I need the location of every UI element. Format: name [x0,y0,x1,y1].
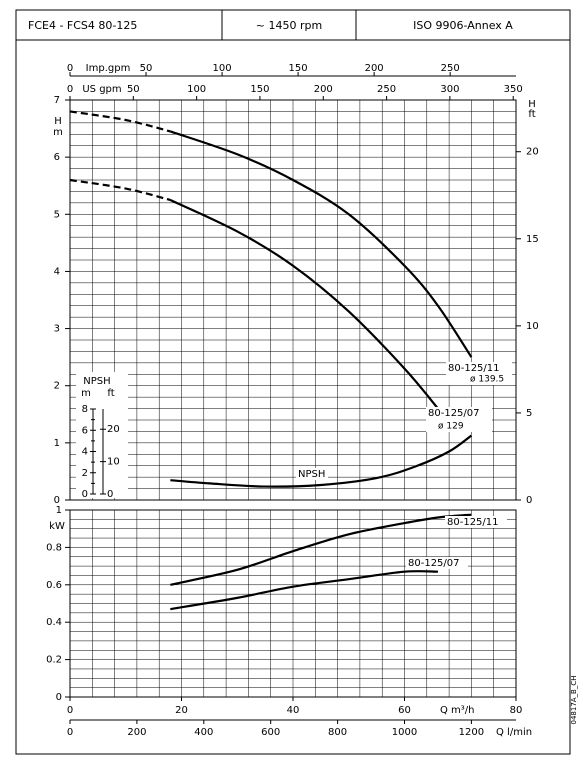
top-tick-label: 100 [213,63,232,74]
y2-axis-label: H [528,99,536,110]
y-axis-label: H [54,116,62,127]
label-bg [446,362,512,385]
npsh-inset-bg [76,372,128,498]
header-speed: ~ 1450 rpm [256,19,322,32]
curve [69,110,171,133]
npsh-ft-tick-label: 10 [107,457,120,468]
top-tick-label: 50 [127,84,140,95]
header-model: FCE4 - FCS4 80-125 [28,19,137,32]
npsh-unit: m [81,388,91,399]
x-tick-label: 60 [398,705,411,716]
top-tick-label: 50 [140,63,153,74]
npsh-ft-tick-label: 0 [107,489,113,500]
npsh-axis-label: NPSH [83,376,110,387]
top-tick-label: 300 [440,84,459,95]
y2-tick-label: 15 [526,234,539,245]
series-label: 80-125/11 [448,363,500,374]
x2-tick-label: 400 [194,727,213,738]
curve [170,570,438,611]
top-tick-label: 150 [289,63,308,74]
y-axis-unit: m [53,127,63,138]
curve [170,434,473,488]
curve [170,513,472,586]
npsh-tick-label: 4 [82,447,88,458]
top-tick-label: 250 [377,84,396,95]
curve [169,199,439,410]
plot-frame [69,99,517,501]
top-tick-label: 0 [67,84,73,95]
series-label: 80-125/07 [408,558,460,569]
y2-tick-label: 20 [526,147,539,158]
curve [69,178,171,202]
npsh-tick-label: 0 [82,489,88,500]
y-tick-label: 7 [54,95,60,106]
y-tick-label: 0.8 [46,542,62,553]
outer-frame [15,9,571,755]
y-tick-label: 2 [54,381,60,392]
x2-tick-label: 200 [127,727,146,738]
drawing-code: 04817A_B_CH [570,675,578,724]
series-note: ø 129 [438,422,464,432]
x-tick-label: 20 [175,705,188,716]
y2-tick-label: 5 [526,408,532,419]
npsh-ft-tick-label: 20 [107,424,120,435]
y-tick-label: 1 [54,438,60,449]
npsh-tick-label: 6 [82,425,88,436]
series-note: ø 139.5 [470,375,504,385]
y-tick-label: 0.2 [46,655,62,666]
header-standard: ISO 9906-Annex A [413,19,513,32]
y-tick-label: 0 [56,692,62,703]
top-tick-label: 0 [67,63,73,74]
top-tick-label: 250 [441,63,460,74]
npsh-tick-label: 8 [82,404,88,415]
top-axis-label: US gpm [82,84,121,95]
x-tick-label: 0 [67,705,73,716]
top-tick-label: 200 [365,63,384,74]
y2-axis-unit: ft [528,109,535,120]
x2-tick-label: 800 [328,727,347,738]
y-tick-label: 6 [54,152,60,163]
x2-tick-label: 600 [261,727,280,738]
y-tick-label: 0.6 [46,580,62,591]
curve [169,130,473,358]
series-label: 80-125/07 [428,408,480,419]
x-tick-label: 40 [287,705,300,716]
series-label: NPSH [298,469,325,480]
top-tick-label: 200 [314,84,333,95]
y-tick-label: 0 [54,495,60,506]
npsh-unit: ft [107,388,114,399]
label-bg [406,557,468,569]
series-label: 80-125/11 [447,517,499,528]
top-tick-label: 350 [504,84,523,95]
y-tick-label: 3 [54,324,60,335]
y2-tick-label: 0 [526,495,532,506]
npsh-tick-label: 2 [82,468,88,479]
top-tick-label: 150 [250,84,269,95]
top-tick-label: 100 [187,84,206,95]
top-axis-label: Imp.gpm [86,63,131,74]
y-tick-label: 4 [54,266,60,277]
x2-tick-label: 1200 [459,727,484,738]
label-bg [296,468,328,480]
label-bg [445,516,507,528]
y2-tick-label: 10 [526,321,539,332]
x2-tick-label: 1000 [392,727,417,738]
y-axis-label: kW [49,521,65,532]
label-bg [426,407,492,432]
x-axis-label: Q m³/h [440,705,475,716]
y-tick-label: 1 [56,505,62,516]
x2-tick-label: 0 [67,727,73,738]
y-tick-label: 0.4 [46,617,62,628]
y-tick-label: 5 [54,209,60,220]
x2-axis-label: Q l/min [496,727,532,738]
x-tick-label: 80 [510,705,523,716]
